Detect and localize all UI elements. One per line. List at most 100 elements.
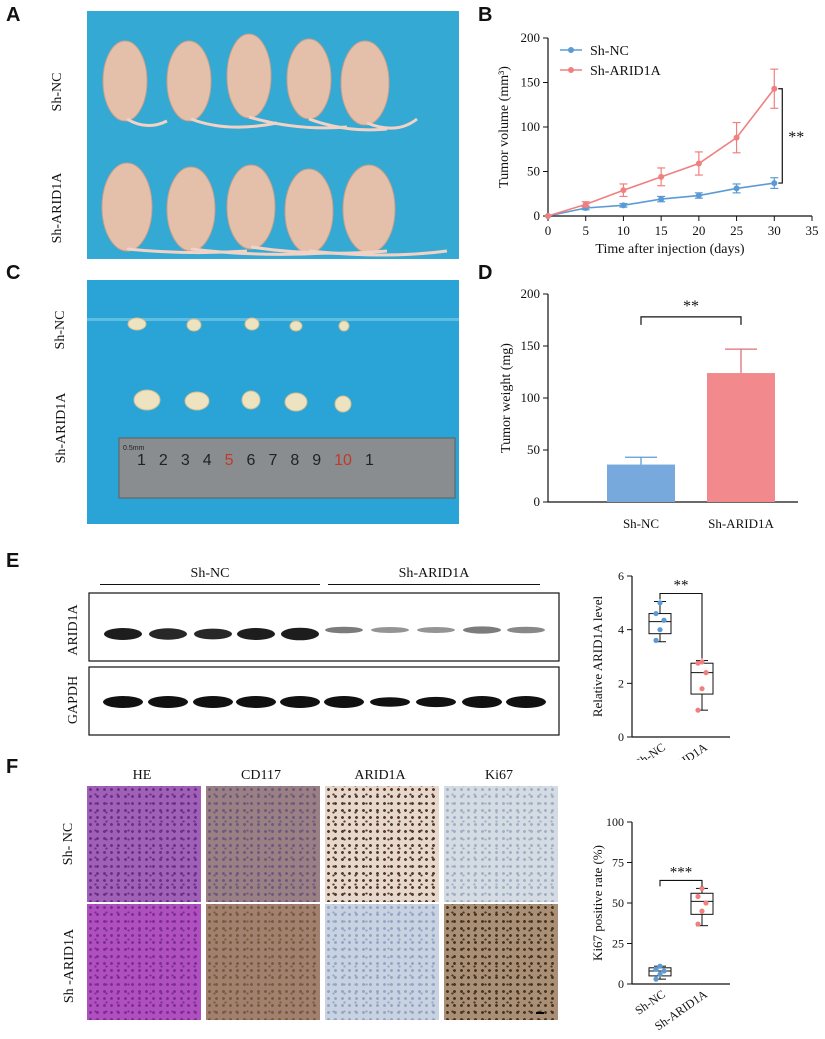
bar xyxy=(607,464,675,502)
ihc-image xyxy=(325,786,439,902)
legend-marker xyxy=(568,47,574,53)
significance-label: *** xyxy=(670,864,693,880)
y-tick-label: 50 xyxy=(527,164,540,179)
blot-band-gapdh xyxy=(236,696,276,708)
bar xyxy=(707,373,775,502)
data-point xyxy=(695,192,702,199)
mice-photo xyxy=(87,11,459,259)
panel-label-c: C xyxy=(6,262,21,284)
data-point xyxy=(657,971,663,977)
y-tick-label: 75 xyxy=(612,856,624,870)
photo-a-row-nc-label: Sh-NC xyxy=(50,72,65,112)
blot-band-arid1a xyxy=(237,628,275,640)
ihc-col-arid1a: ARID1A xyxy=(354,768,406,783)
ihc-image xyxy=(206,904,320,1020)
data-point xyxy=(661,968,667,974)
x-tick-label: Sh-NC xyxy=(632,987,667,1018)
y-tick-label: 50 xyxy=(612,896,624,910)
y-tick-label: 6 xyxy=(618,569,624,583)
blot-band-arid1a xyxy=(463,626,501,634)
western-blot xyxy=(88,592,560,736)
significance-bracket xyxy=(640,316,742,325)
y-tick-label: 4 xyxy=(618,623,624,637)
data-point xyxy=(653,976,659,982)
ruler-number: 7 xyxy=(268,452,278,469)
data-point xyxy=(658,196,665,203)
significance-bracket xyxy=(659,879,703,887)
legend-marker xyxy=(568,67,574,73)
data-point xyxy=(620,202,627,209)
y-tick-label: 100 xyxy=(606,815,624,829)
data-point xyxy=(733,134,740,141)
data-point xyxy=(695,160,702,167)
blot-band-gapdh xyxy=(280,696,320,708)
panel-label-d: D xyxy=(478,262,493,284)
data-point xyxy=(653,610,659,617)
scale-bar xyxy=(536,1012,544,1014)
blot-band-arid1a xyxy=(371,627,409,633)
blot-band-gapdh xyxy=(193,696,233,708)
blot-header-arid-line xyxy=(328,584,540,585)
data-point xyxy=(695,660,701,666)
panel-label-b: B xyxy=(478,4,493,26)
ihc-image xyxy=(87,786,201,902)
data-point xyxy=(653,966,659,973)
x-tick-label: 35 xyxy=(806,223,819,238)
ruler-number: 6 xyxy=(246,452,256,469)
ruler-number: 2 xyxy=(158,452,168,469)
blot-band-gapdh xyxy=(416,696,456,708)
ruler-number: 5 xyxy=(224,452,234,469)
ihc-col-ki67: Ki67 xyxy=(485,768,513,783)
data-point xyxy=(733,185,740,192)
blot-band-arid1a xyxy=(325,626,363,634)
x-tick-label: Sh-NC xyxy=(623,516,659,531)
ihc-image xyxy=(444,786,558,902)
data-point xyxy=(658,173,665,180)
data-point xyxy=(699,686,705,692)
photo-a-row-arid-label: Sh-ARID1A xyxy=(50,172,65,244)
significance-label: ** xyxy=(788,129,804,146)
data-point xyxy=(699,659,705,665)
data-point xyxy=(695,893,701,900)
y-tick-label: 150 xyxy=(521,75,541,90)
y-axis-label: Ki67 positive rate (%) xyxy=(590,845,605,961)
blot-band-gapdh xyxy=(370,697,410,707)
data-point xyxy=(620,187,627,194)
y-tick-label: 0 xyxy=(618,977,624,991)
blot-band-arid1a xyxy=(104,628,142,640)
photo-c-row-arid-label: Sh-ARID1A xyxy=(54,392,69,464)
significance-bracket xyxy=(659,592,703,659)
x-tick-label: 25 xyxy=(730,223,743,238)
x-tick-label: 30 xyxy=(768,223,781,238)
ruler-number: 1 xyxy=(364,452,374,469)
ihc-image xyxy=(444,904,558,1020)
data-point xyxy=(699,908,705,914)
x-tick-label: 20 xyxy=(692,223,705,238)
blot-header-nc-line xyxy=(100,584,320,585)
ruler-numbers: 1 2 3 4 5 6 7 8 9 10 1 xyxy=(137,452,374,470)
blot-band-gapdh xyxy=(324,696,364,708)
x-tick-label: 5 xyxy=(582,223,589,238)
data-point xyxy=(695,921,701,927)
y-axis-label: Relative ARID1A level xyxy=(590,595,605,717)
x-tick-label: 10 xyxy=(617,223,630,238)
x-tick-label: 15 xyxy=(655,223,668,238)
ihc-row-arid-label: Sh -ARID1A xyxy=(62,928,77,1004)
data-point xyxy=(699,885,705,892)
data-point xyxy=(771,180,778,187)
data-point xyxy=(661,617,667,623)
data-point xyxy=(653,637,659,643)
chart-d: 0 50 100 150 200 Tumor weight (mg) Sh-NC Sh-ARI… xyxy=(499,286,798,531)
blot-band-arid1a xyxy=(194,628,232,640)
y-axis-label: Tumor weight (mg) xyxy=(499,343,514,453)
tumor-photo: 1 2 3 4 5 6 7 8 9 10 1 0.5mm xyxy=(87,280,459,524)
data-point xyxy=(545,213,551,219)
y-tick-label: 0 xyxy=(534,494,541,509)
data-point xyxy=(657,627,663,633)
ruler-number: 9 xyxy=(312,452,322,469)
significance-label: ** xyxy=(674,577,689,593)
data-point xyxy=(703,670,709,676)
ruler-unit: 0.5mm xyxy=(123,445,145,452)
